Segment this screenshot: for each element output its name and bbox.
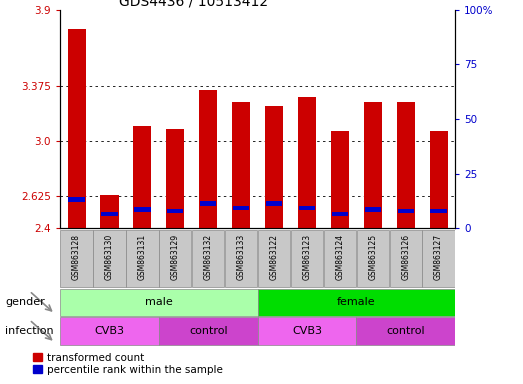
Bar <box>331 131 349 228</box>
Text: GSM863127: GSM863127 <box>434 234 443 280</box>
Bar <box>430 209 447 213</box>
Text: GSM863130: GSM863130 <box>105 234 114 280</box>
Text: GSM863122: GSM863122 <box>269 234 279 280</box>
Text: GSM863133: GSM863133 <box>236 234 246 280</box>
Text: GSM863124: GSM863124 <box>335 234 344 280</box>
Bar <box>232 101 250 228</box>
Bar <box>324 230 356 287</box>
Text: GSM863126: GSM863126 <box>401 234 410 280</box>
Bar <box>100 195 119 228</box>
Text: CVB3: CVB3 <box>292 326 322 336</box>
Bar <box>396 101 415 228</box>
Bar <box>298 97 316 228</box>
Bar <box>233 206 249 210</box>
Bar <box>126 230 158 287</box>
Bar <box>291 230 323 287</box>
Bar <box>299 206 315 210</box>
Bar <box>94 230 126 287</box>
Text: GSM863123: GSM863123 <box>302 234 311 280</box>
Text: GSM863129: GSM863129 <box>171 234 180 280</box>
Bar <box>356 317 455 345</box>
Bar <box>357 230 389 287</box>
Bar <box>61 230 93 287</box>
Bar <box>192 230 224 287</box>
Text: control: control <box>386 326 425 336</box>
Bar <box>390 230 422 287</box>
Text: male: male <box>145 297 173 308</box>
Bar <box>199 90 217 228</box>
Bar <box>200 201 217 206</box>
Bar <box>265 106 283 228</box>
Bar <box>363 101 382 228</box>
Bar <box>133 126 152 228</box>
Bar <box>101 212 118 216</box>
Text: GSM863132: GSM863132 <box>204 234 213 280</box>
Legend: transformed count, percentile rank within the sample: transformed count, percentile rank withi… <box>31 351 225 377</box>
Bar <box>60 317 159 345</box>
Text: infection: infection <box>5 326 54 336</box>
Bar <box>159 317 257 345</box>
Bar <box>257 289 455 316</box>
Bar <box>258 230 290 287</box>
Text: control: control <box>189 326 228 336</box>
Text: gender: gender <box>5 297 45 308</box>
Text: CVB3: CVB3 <box>95 326 124 336</box>
Text: GSM863128: GSM863128 <box>72 234 81 280</box>
Bar <box>134 207 151 212</box>
Bar <box>365 207 381 212</box>
Text: female: female <box>337 297 376 308</box>
Bar <box>266 201 282 206</box>
Bar <box>225 230 257 287</box>
Text: GDS4436 / 10513412: GDS4436 / 10513412 <box>119 0 268 8</box>
Bar <box>159 230 191 287</box>
Bar <box>67 28 86 228</box>
Text: GSM863125: GSM863125 <box>368 234 377 280</box>
Bar <box>397 209 414 213</box>
Bar <box>257 317 356 345</box>
Text: GSM863131: GSM863131 <box>138 234 147 280</box>
Bar <box>69 197 85 202</box>
Bar <box>60 289 257 316</box>
Bar <box>167 209 184 213</box>
Bar <box>423 230 454 287</box>
Bar <box>429 131 448 228</box>
Bar <box>166 129 185 228</box>
Bar <box>332 212 348 216</box>
